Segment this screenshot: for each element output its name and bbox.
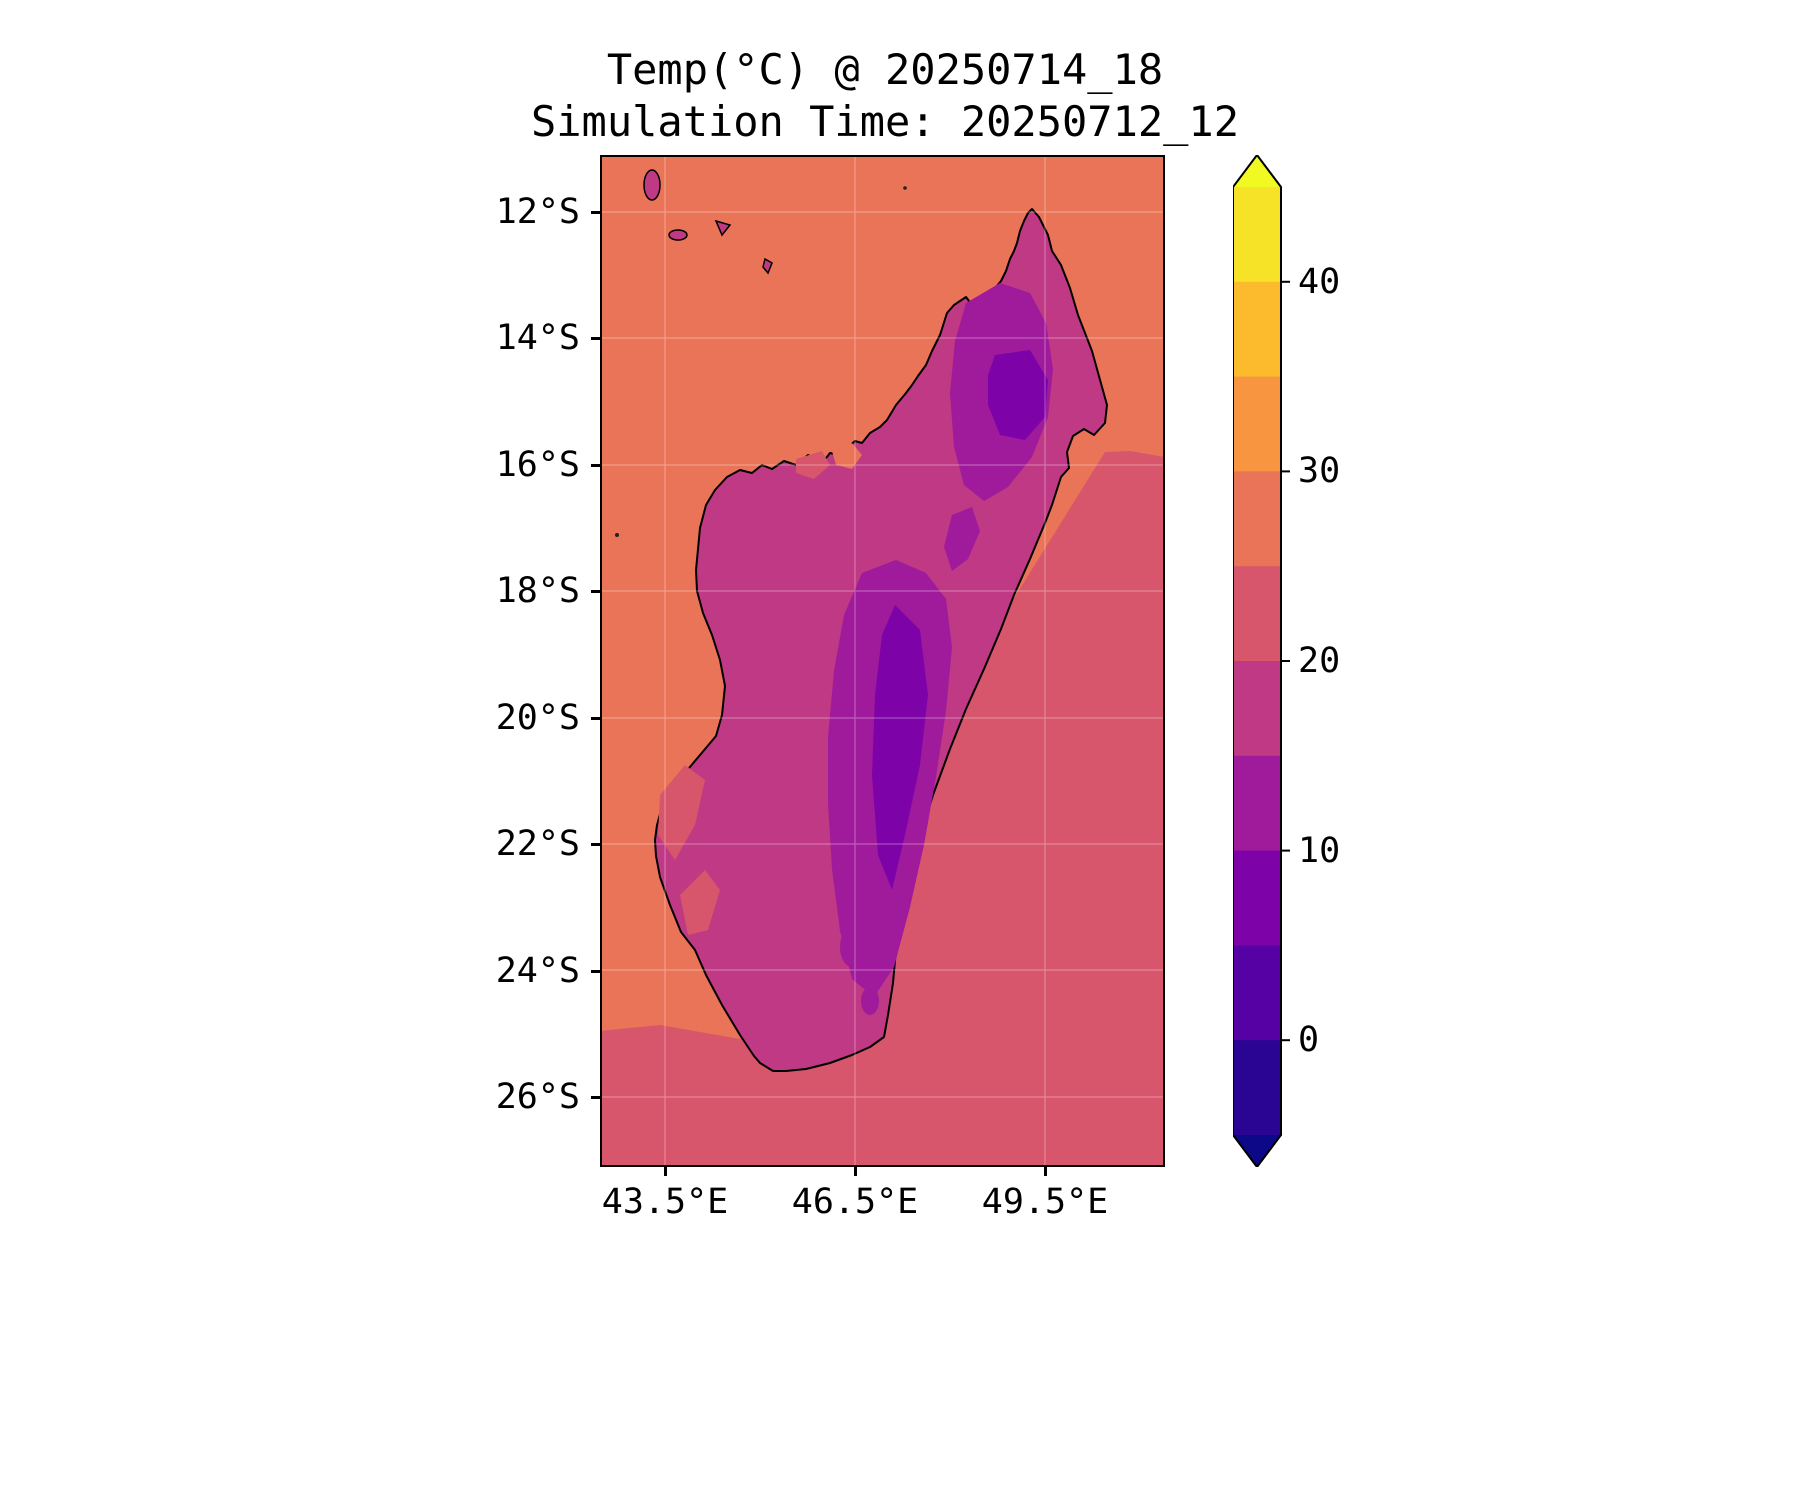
y-tick-label: 20°S — [495, 698, 580, 738]
x-tick-label: 49.5°E — [981, 1182, 1109, 1222]
colorbar-outline — [1233, 155, 1282, 1167]
y-tick-label: 18°S — [495, 571, 580, 611]
plot-border — [600, 155, 1165, 1167]
colorbar-band — [1233, 566, 1281, 662]
colorbar-bands — [1233, 187, 1281, 1136]
colorbar-band — [1233, 945, 1281, 1041]
colorbar-band — [1233, 661, 1281, 757]
colorbar-tick-label: 0 — [1298, 1020, 1320, 1060]
southern-highland-patch — [861, 987, 879, 1015]
y-axis-tickmark — [591, 717, 600, 720]
y-tick-label: 26°S — [495, 1077, 580, 1117]
colorbar-band — [1233, 187, 1281, 283]
colorbar-tick-label: 20 — [1298, 641, 1341, 681]
colorbar-band — [1233, 281, 1281, 378]
southern-highland-patch — [840, 927, 864, 967]
moheli-island — [668, 229, 688, 241]
y-axis-tickmark — [591, 590, 600, 593]
y-tick-label: 24°S — [495, 951, 580, 991]
mayotte-island — [762, 257, 773, 275]
ocean-cool-region — [600, 451, 1165, 1167]
colorbar-band — [1233, 755, 1281, 852]
y-axis-tickmark — [591, 1096, 600, 1099]
gridlines — [600, 155, 1165, 1167]
small-islet — [903, 186, 907, 190]
colorbar-tick-label: 10 — [1298, 831, 1341, 871]
colorbar-tick-label: 40 — [1298, 262, 1341, 302]
colorbar-tick-label: 30 — [1298, 451, 1341, 491]
northwest-coast-hot-patch — [832, 443, 862, 469]
anjouan-island — [714, 219, 732, 237]
x-axis-tickmark — [664, 1167, 667, 1176]
northern-cold-core — [988, 350, 1048, 440]
colorbar-band — [1233, 376, 1281, 472]
highland-cold-core — [872, 605, 928, 890]
colorbar-tickmarks — [1281, 280, 1290, 1042]
x-axis-tickmark — [854, 1167, 857, 1176]
y-tick-label: 16°S — [495, 445, 580, 485]
temperature-map — [600, 155, 1165, 1167]
plot-title-line2: Simulation Time: 20250712_12 — [530, 97, 1239, 146]
y-axis-tickmark — [591, 843, 600, 846]
y-tick-label: 12°S — [495, 192, 580, 232]
x-tick-label: 43.5°E — [601, 1182, 729, 1222]
y-axis-tickmark — [591, 211, 600, 214]
x-tick-label: 46.5°E — [791, 1182, 919, 1222]
escarpment-cool-patch — [944, 507, 980, 571]
y-axis-tickmark — [591, 970, 600, 973]
y-tick-label: 14°S — [495, 318, 580, 358]
y-axis-tickmark — [591, 464, 600, 467]
colorbar-band — [1233, 850, 1281, 946]
west-coast-warm-patch — [680, 870, 720, 935]
x-axis-tickmark — [1044, 1167, 1047, 1176]
plot-title-line1: Temp(°C) @ 20250714_18 — [606, 45, 1164, 94]
colorbar — [1233, 155, 1290, 1167]
colorbar-over-arrow — [1233, 155, 1281, 187]
colorbar-band — [1233, 471, 1281, 567]
y-axis-tickmark — [591, 337, 600, 340]
west-coast-warm-patch — [658, 765, 705, 860]
y-tick-label: 22°S — [495, 824, 580, 864]
colorbar-under-arrow — [1233, 1135, 1281, 1167]
northwest-coast-warm-patch — [796, 451, 830, 479]
colorbar-band — [1233, 1040, 1281, 1136]
juan-de-nova-islet — [615, 533, 619, 537]
grande-comore-island — [643, 169, 661, 201]
